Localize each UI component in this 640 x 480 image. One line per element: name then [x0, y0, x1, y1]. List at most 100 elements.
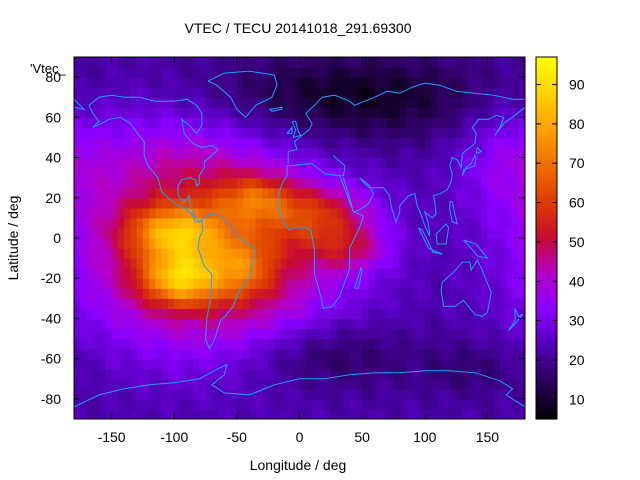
heat-cell: [368, 147, 376, 159]
heat-cell: [130, 177, 138, 189]
heat-cell: [506, 318, 514, 330]
heat-cell: [324, 268, 332, 279]
heat-cell: [180, 318, 188, 330]
heat-cell: [499, 378, 507, 390]
heat-cell: [349, 348, 357, 360]
heat-cell: [393, 107, 401, 118]
heat-cell: [512, 157, 520, 169]
heat-cell: [324, 338, 332, 350]
heat-cell: [506, 348, 514, 360]
heat-cell: [368, 137, 376, 149]
heat-cell: [80, 77, 88, 88]
heat-cell: [268, 268, 276, 279]
heat-cell: [512, 167, 520, 179]
heat-cell: [280, 157, 288, 169]
heat-cell: [236, 127, 244, 139]
heat-cell: [130, 268, 138, 279]
heat-cell: [92, 227, 100, 239]
heat-cell: [236, 187, 244, 199]
heat-cell: [186, 408, 194, 419]
heat-cell: [368, 388, 376, 400]
heat-cell: [174, 137, 182, 149]
heat-cell: [136, 318, 144, 330]
heat-cell: [299, 318, 307, 330]
heat-cell: [481, 348, 489, 360]
heat-cell: [437, 288, 445, 299]
heat-cell: [462, 278, 470, 289]
heat-cell: [111, 187, 119, 199]
heat-cell: [105, 177, 113, 189]
heat-cell: [86, 157, 94, 169]
heat-cell: [343, 167, 351, 179]
heat-cell: [255, 328, 263, 340]
heat-cell: [99, 127, 106, 139]
colorbar-segment: [536, 328, 557, 333]
heat-cell: [305, 137, 313, 149]
heat-cell: [224, 97, 232, 108]
heat-cell: [136, 127, 144, 139]
heat-cell: [161, 57, 169, 68]
heat-cell: [468, 318, 476, 330]
heat-cell: [117, 308, 125, 320]
heat-cell: [393, 217, 401, 229]
heat-cell: [92, 57, 100, 68]
heat-cell: [186, 278, 194, 289]
heat-cell: [506, 258, 514, 269]
heat-cell: [199, 378, 207, 390]
colorbar-segment: [536, 225, 557, 230]
heat-cell: [155, 87, 163, 98]
heat-cell: [130, 298, 138, 309]
heat-cell: [280, 87, 288, 98]
heat-cell: [286, 338, 294, 350]
heat-cell: [443, 258, 451, 269]
heat-cell: [305, 388, 313, 400]
colorbar-segment: [536, 331, 557, 336]
heat-cell: [512, 358, 520, 370]
heat-cell: [80, 167, 88, 179]
colorbar-segment: [536, 268, 557, 272]
heat-cell: [349, 87, 357, 98]
heat-cell: [218, 167, 225, 179]
heat-cell: [80, 177, 88, 189]
heat-cell: [399, 87, 407, 98]
heat-cell: [355, 157, 363, 169]
heat-cell: [368, 97, 376, 108]
heat-cell: [299, 207, 307, 219]
heat-cell: [86, 177, 94, 189]
heat-cell: [418, 127, 426, 139]
heat-cell: [299, 238, 307, 249]
heat-cell: [324, 157, 332, 169]
heat-cell: [506, 248, 514, 259]
heat-cell: [243, 338, 250, 350]
heat-cell: [130, 378, 138, 390]
heat-cell: [211, 127, 219, 139]
heat-cell: [268, 147, 276, 159]
heat-cell: [405, 217, 413, 229]
heat-cell: [412, 57, 420, 68]
heat-cell: [249, 278, 257, 289]
colorbar-segment: [536, 364, 557, 369]
heat-cell: [224, 268, 232, 279]
heat-cell: [218, 207, 225, 219]
heat-cell: [111, 67, 119, 78]
heat-cell: [274, 97, 282, 108]
heat-cell: [362, 378, 369, 390]
heat-cell: [255, 268, 263, 279]
heat-cell: [230, 97, 238, 108]
heat-cell: [167, 187, 175, 199]
heat-cell: [462, 408, 470, 419]
heat-cell: [111, 348, 119, 360]
heat-cell: [387, 358, 395, 370]
heat-cell: [124, 87, 131, 98]
heat-cell: [255, 77, 263, 88]
heat-cell: [487, 117, 495, 128]
heat-cell: [349, 227, 357, 239]
heat-cell: [368, 358, 376, 370]
heat-cell: [136, 207, 144, 219]
heat-cell: [474, 217, 482, 229]
heat-cell: [499, 268, 507, 279]
heat-cell: [255, 217, 263, 229]
heat-cell: [349, 308, 357, 320]
heat-cell: [456, 137, 463, 149]
heat-cell: [205, 147, 213, 159]
